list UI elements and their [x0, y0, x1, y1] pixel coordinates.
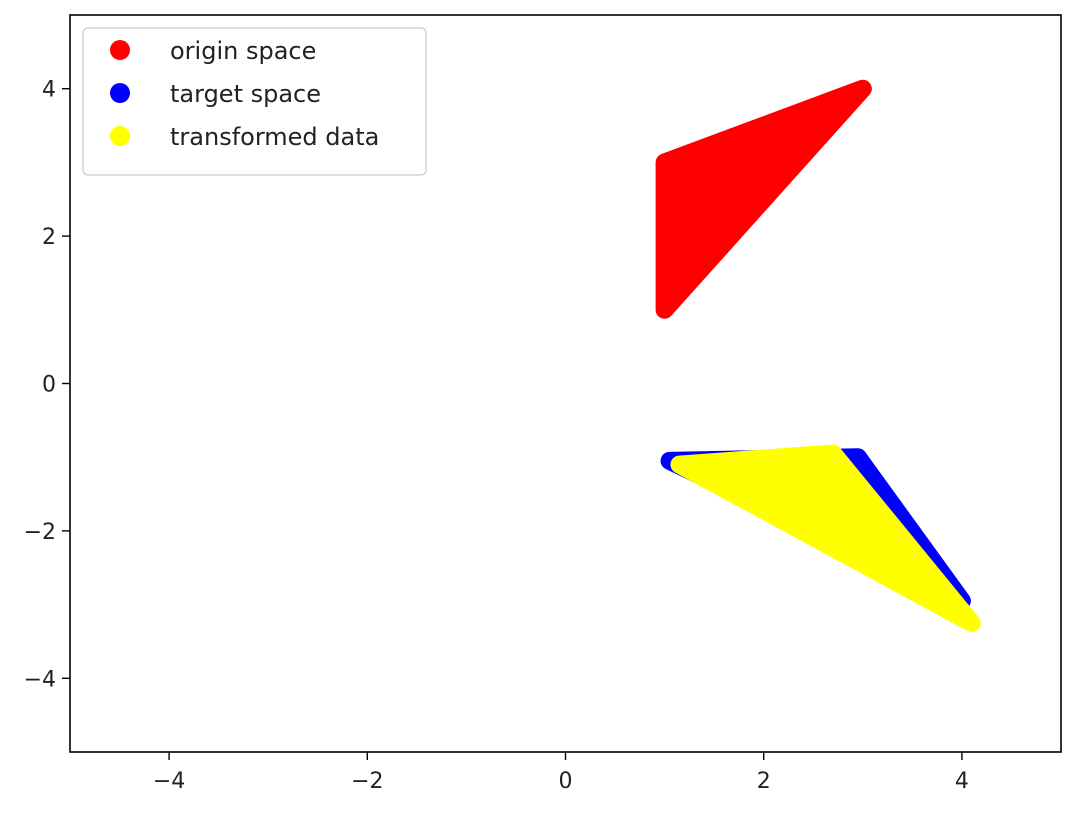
- x-tick-label: 0: [559, 769, 573, 794]
- y-tick-label: 2: [42, 225, 56, 250]
- series-transformed-data: [670, 444, 981, 633]
- legend: origin space target space transformed data: [82, 27, 427, 176]
- legend-marker: [110, 40, 130, 60]
- y-tick-label: 4: [42, 78, 56, 103]
- x-tick-label: 4: [955, 769, 969, 794]
- y-tick-label: −2: [24, 520, 56, 545]
- legend-label: origin space: [170, 37, 316, 65]
- x-tick-label: −2: [351, 769, 383, 794]
- legend-label: target space: [170, 80, 321, 108]
- y-axis: −4 −2 0 2 4: [24, 78, 70, 692]
- legend-marker: [110, 83, 130, 103]
- y-tick-label: −4: [24, 667, 56, 692]
- series-layer: [655, 79, 981, 633]
- x-axis: −4 −2 0 2 4: [153, 752, 969, 794]
- x-tick-label: 2: [757, 769, 771, 794]
- legend-marker: [110, 126, 130, 146]
- series-origin-space: [655, 79, 872, 319]
- legend-label: transformed data: [170, 123, 379, 151]
- y-tick-label: 0: [42, 373, 56, 398]
- x-tick-label: −4: [153, 769, 185, 794]
- legend-box: [82, 27, 427, 176]
